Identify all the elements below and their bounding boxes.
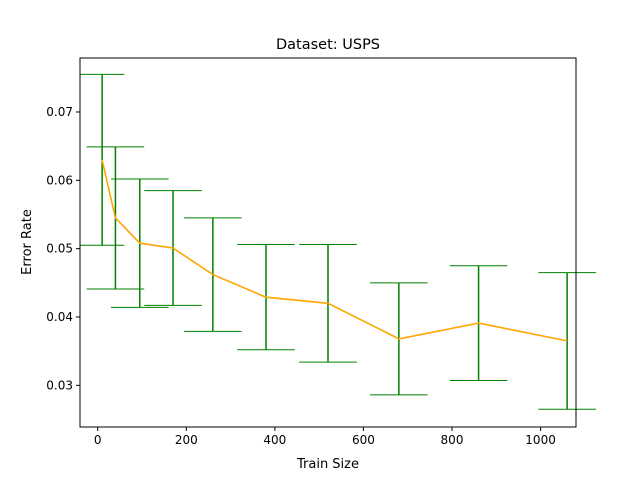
x-tick-label: 200 (175, 433, 198, 447)
x-tick-label: 0 (94, 433, 102, 447)
y-tick-label: 0.05 (46, 242, 73, 256)
chart-title: Dataset: USPS (276, 37, 380, 53)
y-tick-label: 0.03 (46, 378, 73, 392)
y-axis-label: Error Rate (20, 209, 35, 275)
plot-area (80, 73, 596, 410)
x-axis-label: Train Size (296, 457, 359, 472)
x-axis: 0 200 400 600 800 1000 (94, 427, 556, 447)
y-tick-label: 0.07 (46, 105, 73, 119)
axes-frame (79, 57, 577, 428)
y-tick-label: 0.04 (46, 310, 73, 324)
x-tick-label: 600 (352, 433, 375, 447)
x-tick-label: 1000 (525, 433, 556, 447)
y-axis: 0.03 0.04 0.05 0.06 0.07 (46, 105, 80, 392)
y-tick-label: 0.06 (46, 173, 73, 187)
x-tick-label: 800 (441, 433, 464, 447)
x-tick-label: 400 (263, 433, 286, 447)
series-line (101, 159, 568, 342)
